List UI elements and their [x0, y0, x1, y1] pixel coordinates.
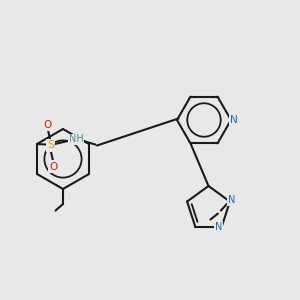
- Text: N: N: [215, 222, 222, 232]
- Text: S: S: [47, 140, 54, 151]
- Text: O: O: [44, 119, 52, 130]
- Text: N: N: [228, 195, 235, 205]
- Text: O: O: [50, 161, 58, 172]
- Text: N: N: [230, 115, 238, 125]
- Text: NH: NH: [69, 134, 83, 145]
